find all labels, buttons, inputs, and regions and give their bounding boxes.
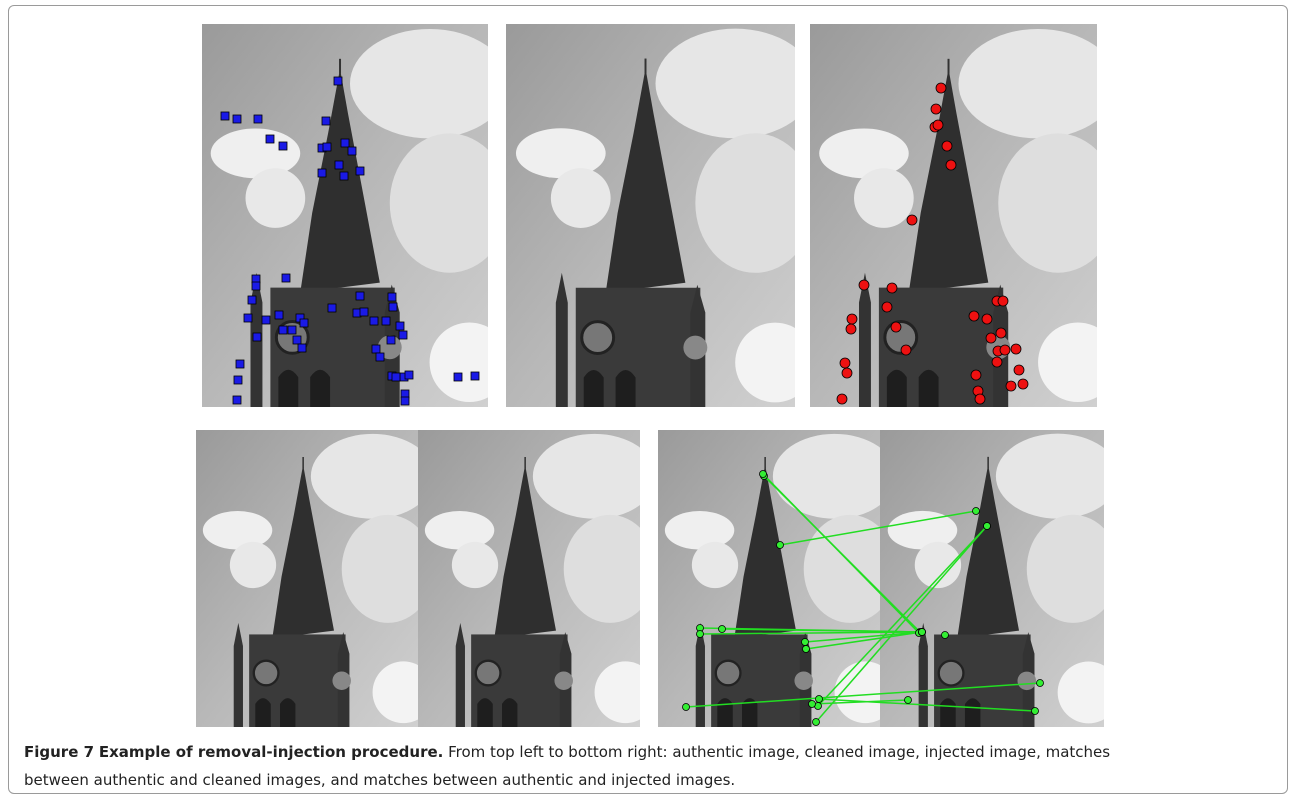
keypoint-circle: [847, 314, 857, 324]
figure-caption: Figure 7 Example of removal-injection pr…: [24, 738, 1164, 794]
keypoint-square: [300, 319, 308, 327]
match-point: [984, 523, 991, 530]
match-point: [1032, 708, 1039, 715]
keypoint-circle: [998, 296, 1008, 306]
keypoint-square: [454, 373, 462, 381]
keypoint-square: [396, 322, 404, 330]
keypoint-square: [252, 282, 260, 290]
keypoint-square: [282, 274, 290, 282]
match-point: [1037, 680, 1044, 687]
keypoint-square: [233, 115, 241, 123]
keypoint-square: [244, 314, 252, 322]
keypoint-circle: [933, 120, 943, 130]
keypoint-circle: [859, 280, 869, 290]
keypoint-square: [266, 135, 274, 143]
keypoint-circle: [931, 104, 941, 114]
keypoint-circle: [982, 314, 992, 324]
keypoint-circle: [887, 283, 897, 293]
keypoint-square: [234, 376, 242, 384]
keypoint-square: [370, 317, 378, 325]
keypoint-square: [298, 344, 306, 352]
keypoint-circle: [1011, 344, 1021, 354]
match-point: [803, 646, 810, 653]
keypoint-square: [335, 161, 343, 169]
keypoint-circle: [907, 215, 917, 225]
keypoint-square: [340, 172, 348, 180]
keypoint-circle: [969, 311, 979, 321]
keypoint-circle: [901, 345, 911, 355]
keypoint-square: [293, 336, 301, 344]
keypoint-square: [248, 296, 256, 304]
figure-images: [0, 0, 1294, 735]
keypoint-circle: [842, 368, 852, 378]
match-point: [802, 639, 809, 646]
keypoint-square: [275, 311, 283, 319]
keypoint-circle: [846, 324, 856, 334]
keypoint-square: [341, 139, 349, 147]
figure-label: Figure 7: [24, 743, 94, 761]
keypoint-circle: [1014, 365, 1024, 375]
match-point: [760, 471, 767, 478]
keypoint-circle: [882, 302, 892, 312]
keypoint-square: [322, 117, 330, 125]
keypoint-circle: [996, 328, 1006, 338]
keypoint-circle: [1000, 345, 1010, 355]
keypoint-circle: [891, 322, 901, 332]
keypoint-circle: [1006, 381, 1016, 391]
keypoint-circle: [936, 83, 946, 93]
keypoint-square: [253, 333, 261, 341]
keypoint-circle: [1018, 379, 1028, 389]
keypoint-square: [288, 326, 296, 334]
keypoint-square: [348, 147, 356, 155]
match-point: [697, 631, 704, 638]
keypoint-circle: [975, 394, 985, 404]
keypoint-square: [233, 396, 241, 404]
keypoint-circle: [986, 333, 996, 343]
keypoint-square: [360, 308, 368, 316]
keypoint-square: [236, 360, 244, 368]
match-point: [919, 629, 926, 636]
keypoint-square: [401, 397, 409, 405]
keypoint-square: [388, 293, 396, 301]
keypoint-circle: [942, 141, 952, 151]
match-point: [777, 542, 784, 549]
page: Figure 7 Example of removal-injection pr…: [0, 0, 1294, 801]
keypoint-square: [262, 316, 270, 324]
match-point: [719, 626, 726, 633]
keypoint-square: [376, 353, 384, 361]
match-point: [942, 632, 949, 639]
keypoint-square: [356, 292, 364, 300]
keypoint-square: [318, 169, 326, 177]
keypoint-square: [372, 345, 380, 353]
keypoint-circle: [971, 370, 981, 380]
keypoint-square: [387, 336, 395, 344]
keypoint-circle: [837, 394, 847, 404]
match-point: [809, 701, 816, 708]
match-point: [813, 719, 820, 726]
keypoint-square: [399, 331, 407, 339]
keypoint-square: [221, 112, 229, 120]
keypoint-square: [405, 371, 413, 379]
keypoint-square: [334, 77, 342, 85]
keypoint-square: [254, 115, 262, 123]
keypoint-circle: [840, 358, 850, 368]
keypoint-square: [356, 167, 364, 175]
keypoint-square: [279, 326, 287, 334]
keypoint-square: [382, 317, 390, 325]
match-point: [905, 697, 912, 704]
figure-title: Example of removal-injection procedure.: [99, 743, 444, 761]
match-point: [973, 508, 980, 515]
keypoint-circle: [946, 160, 956, 170]
match-point: [683, 704, 690, 711]
keypoint-square: [279, 142, 287, 150]
match-point: [816, 696, 823, 703]
keypoint-square: [471, 372, 479, 380]
keypoint-circle: [992, 357, 1002, 367]
keypoint-square: [392, 373, 400, 381]
keypoint-square: [389, 303, 397, 311]
keypoint-square: [323, 143, 331, 151]
keypoint-square: [328, 304, 336, 312]
